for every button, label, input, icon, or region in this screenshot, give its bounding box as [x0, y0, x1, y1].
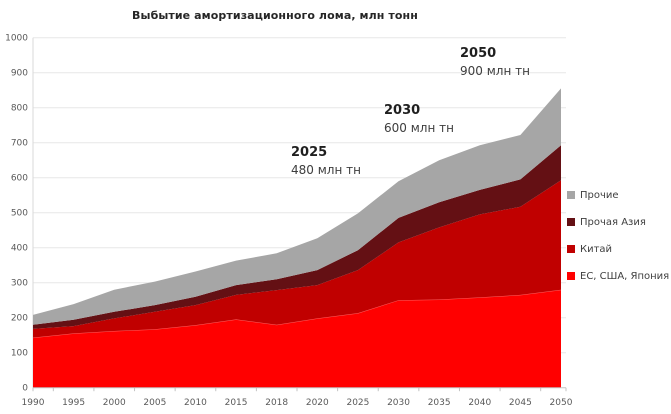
area-others — [33, 88, 561, 325]
annotation-year: 2025 — [291, 145, 328, 160]
legend: Прочие Прочая Азия Китай ЕС, США, Япония — [567, 190, 669, 298]
annotation-value: 600 млн тн — [384, 121, 454, 135]
x-axis-label: 2050 — [550, 398, 573, 408]
legend-item-other-asia: Прочая Азия — [567, 216, 669, 228]
x-axis-label: 2020 — [306, 398, 329, 408]
legend-swatch-icon — [567, 245, 575, 253]
legend-item-es-usa-japan: ЕС, США, Япония — [567, 270, 670, 282]
area-china — [33, 180, 561, 338]
legend-label: Китай — [580, 243, 613, 255]
x-axis-label: 2015 — [225, 398, 248, 408]
x-axis-label: 2010 — [184, 398, 207, 408]
annotation-2050: 2050 900 млн тн — [460, 44, 530, 79]
x-axis-label: 2035 — [428, 398, 451, 408]
annotation-value: 480 млн тн — [291, 163, 361, 177]
legend-item-others: Прочие — [567, 189, 669, 201]
y-axis-label: 400 — [11, 244, 28, 254]
legend-label: Прочая Азия — [580, 216, 646, 228]
legend-label: Прочие — [580, 189, 619, 201]
x-axis-label: 2045 — [509, 398, 532, 408]
x-axis-label: 1995 — [62, 398, 85, 408]
legend-item-china: Китай — [567, 243, 669, 255]
legend-label: ЕС, США, Япония — [580, 270, 670, 282]
area-es-usa-japan — [33, 289, 561, 388]
annotation-2030: 2030 600 млн тн — [384, 101, 454, 136]
annotation-2025: 2025 480 млн тн — [291, 143, 361, 178]
y-axis-label: 100 — [11, 349, 28, 359]
y-axis-label: 800 — [11, 104, 28, 114]
y-axis-label: 1000 — [5, 34, 28, 44]
x-axis-label: 1990 — [22, 398, 45, 408]
legend-swatch-icon — [567, 191, 575, 199]
y-axis-label: 900 — [11, 69, 28, 79]
legend-swatch-icon — [567, 218, 575, 226]
annotation-year: 2030 — [384, 103, 421, 118]
x-axis-label: 2000 — [103, 398, 126, 408]
chart-title: Выбытие амортизационного лома, млн тонн — [132, 9, 418, 22]
x-axis-label: 2018 — [265, 398, 288, 408]
legend-swatch-icon — [567, 272, 575, 280]
x-axis-label: 2040 — [468, 398, 491, 408]
y-axis-label: 0 — [22, 384, 28, 394]
y-axis-label: 700 — [11, 139, 28, 149]
x-axis-label: 2025 — [346, 398, 369, 408]
y-axis-label: 200 — [11, 314, 28, 324]
x-axis-label: 2030 — [387, 398, 410, 408]
annotation-value: 900 млн тн — [460, 64, 530, 78]
y-axis-label: 300 — [11, 279, 28, 289]
y-axis-label: 600 — [11, 174, 28, 184]
x-axis-label: 2005 — [143, 398, 166, 408]
y-axis-label: 500 — [11, 209, 28, 219]
annotation-year: 2050 — [460, 46, 497, 61]
